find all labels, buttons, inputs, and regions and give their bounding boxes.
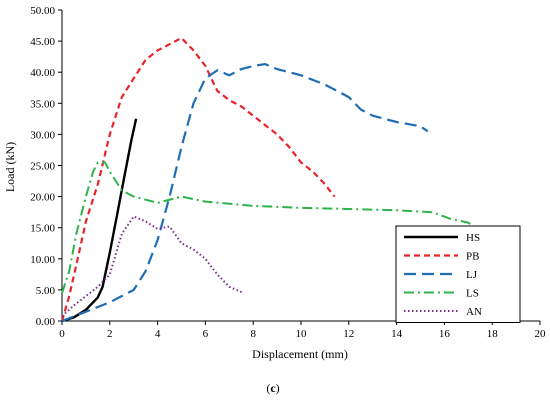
y-tick-label: 30.00 <box>30 129 55 141</box>
caption-letter: c <box>270 381 276 395</box>
figure-caption: (c) <box>266 381 279 395</box>
y-axis-ticks: 0.00 5.00 10.00 15.00 20.00 25.00 30.00 35.00 40… <box>30 5 62 328</box>
y-tick-label: 50.00 <box>30 5 55 17</box>
x-tick-label: 4 <box>155 328 161 340</box>
x-axis-ticks: 0 2 4 6 8 10 12 14 16 18 20 <box>59 321 546 340</box>
legend-label-pb: PB <box>466 251 479 263</box>
series-lines <box>60 36 477 323</box>
y-tick-label: 35.00 <box>30 98 55 110</box>
series-line-pb <box>60 36 336 322</box>
series-line-hs <box>61 118 138 323</box>
x-tick-label: 0 <box>59 328 65 340</box>
y-tick-label: 10.00 <box>30 254 55 266</box>
x-tick-label: 20 <box>535 328 547 340</box>
series-line-ls <box>61 161 477 294</box>
y-tick-label: 25.00 <box>30 161 55 173</box>
x-tick-label: 18 <box>487 328 499 340</box>
y-tick-label: 20.00 <box>30 192 55 204</box>
x-tick-label: 14 <box>391 328 403 340</box>
y-tick-label: 15.00 <box>30 223 55 235</box>
x-tick-label: 12 <box>343 328 354 340</box>
x-tick-label: 8 <box>250 328 256 340</box>
x-tick-label: 16 <box>439 328 451 340</box>
y-axis-title: Load (kN) <box>3 142 17 192</box>
x-tick-label: 10 <box>296 328 308 340</box>
x-tick-label: 6 <box>203 328 209 340</box>
y-tick-label: 45.00 <box>30 36 55 48</box>
y-tick-label: 0.00 <box>36 316 56 328</box>
legend-box <box>395 225 521 323</box>
caption-close: ) <box>276 381 280 395</box>
x-axis-title: Displacement (mm) <box>252 347 348 361</box>
series-line-an <box>61 215 244 317</box>
legend-label-an: AN <box>466 306 482 318</box>
legend: HS PB LJ LS AN <box>395 225 521 323</box>
legend-label-lj: LJ <box>466 269 478 281</box>
series-line-lj <box>61 62 429 323</box>
legend-label-ls: LS <box>466 288 479 300</box>
x-tick-label: 2 <box>107 328 113 340</box>
y-tick-label: 5.00 <box>36 285 56 297</box>
caption-open: ( <box>266 381 270 395</box>
y-tick-label: 40.00 <box>30 67 55 79</box>
legend-label-hs: HS <box>466 232 480 244</box>
